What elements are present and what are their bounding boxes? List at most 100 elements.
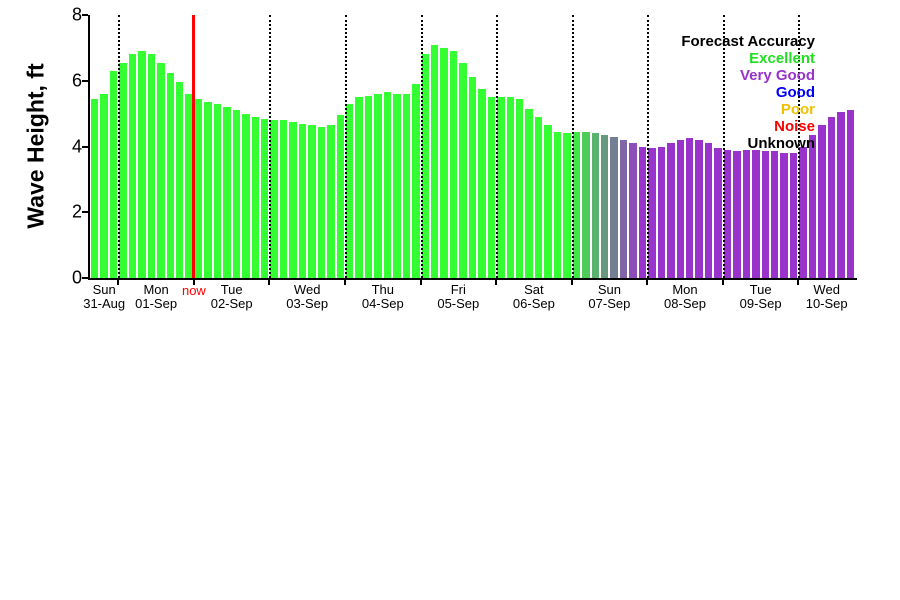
wave-height-bar [506,97,514,278]
wave-height-bar [572,131,581,278]
wave-height-bar [657,146,666,278]
x-axis-day-label: Wed 10-Sep [806,283,848,311]
wave-height-bar [412,84,420,278]
wave-height-bar [704,143,713,278]
y-axis-tick-label: 2 [71,201,82,222]
legend-title: Forecast Accuracy [681,33,815,50]
wave-height-bar [733,151,741,278]
weekday-label: Sun [92,282,116,297]
wave-height-bar [742,149,751,278]
weekday-label: Mon [143,282,169,297]
wave-height-bar [468,77,477,278]
wave-height-bar [610,136,618,278]
wave-height-bar [459,62,467,278]
wave-height-bar [695,139,703,278]
x-axis-line [88,278,857,280]
day-divider-line [496,15,499,278]
wave-height-bar [308,125,316,278]
weekday-label: Tue [220,282,243,297]
wave-height-bar [638,146,647,278]
wave-height-bar [223,107,231,278]
wave-height-bar [421,54,429,278]
wave-height-bar [780,153,788,278]
x-axis-tick [495,280,498,285]
wave-height-bar [251,116,259,278]
wave-height-bar [789,153,798,278]
date-label: 05-Sep [437,296,480,311]
wave-height-bar [138,51,146,278]
wave-height-bar [808,135,817,278]
wave-height-bar [648,148,656,278]
x-axis-day-label: Tue 02-Sep [211,283,253,311]
y-axis-line [88,15,90,280]
date-label: 10-Sep [805,296,848,311]
y-axis-tick-label: 8 [71,4,82,25]
wave-height-bar [676,139,684,278]
wave-height-bar [204,102,212,278]
date-label: 31-Aug [83,296,126,311]
day-divider-line [118,15,121,278]
wave-height-bar [752,149,760,278]
date-label: 02-Sep [210,296,253,311]
y-axis-tick [82,277,88,279]
day-divider-line [798,15,801,278]
plot-area [90,15,855,278]
x-axis-day-label: Mon 01-Sep [135,283,177,311]
wave-height-bar [374,93,382,278]
wave-height-bar [525,108,533,278]
wave-height-bar [109,70,118,278]
weekday-label: Fri [450,282,466,297]
date-label: 01-Sep [135,296,178,311]
legend-entry-excellent: Excellent [749,50,815,67]
wave-height-bar [176,82,184,278]
date-label: 06-Sep [512,296,555,311]
wave-height-bar [478,88,486,278]
wave-height-bar [601,135,609,278]
x-axis-day-label: Sun 07-Sep [588,283,630,311]
wave-height-bar [714,148,722,278]
x-axis-day-label: Fri 05-Sep [437,283,479,311]
x-axis-day-label: Sun 31-Aug [83,283,125,311]
x-axis-day-label: Sat 06-Sep [513,283,555,311]
weekday-label: Sat [524,282,544,297]
wave-height-bar [449,51,458,278]
x-axis-tick [192,280,195,285]
wave-height-bar [336,115,344,278]
day-divider-line [722,15,725,278]
wave-height-bar [591,133,599,278]
wave-height-bar [119,62,127,278]
wave-height-bar [723,149,732,278]
weekday-label: Thu [371,282,394,297]
x-axis-day-label: Mon 08-Sep [664,283,706,311]
wave-height-bar [686,138,694,278]
date-label: 04-Sep [361,296,404,311]
y-axis-tick [82,145,88,148]
x-axis-tick [419,280,422,285]
y-axis-tick [82,14,88,16]
wave-height-bar [818,125,826,278]
x-axis-day-label: Wed 03-Sep [286,283,328,311]
wave-height-bar [289,121,297,278]
day-divider-line [345,15,347,278]
wave-height-bar [534,116,543,278]
wave-height-bar [846,110,854,278]
wave-height-bar [393,93,401,278]
wave-height-bar [157,62,165,278]
wave-height-bar [799,146,807,278]
wave-height-bar [402,93,411,278]
weekday-label: Wed [813,282,840,297]
wave-height-bar [213,103,222,278]
x-axis-day-label: Tue 09-Sep [740,283,782,311]
wave-height-bar [355,97,363,278]
wave-height-bar [185,93,193,278]
forecast-accuracy-legend: Forecast Accuracy Excellent Very Good Good… [681,33,815,152]
legend-entry-unknown: Unknown [747,135,816,152]
legend-entry-poor: Poor [780,101,815,118]
date-label: 08-Sep [664,296,706,311]
wave-height-bar [629,143,637,278]
day-divider-line [647,15,650,278]
wave-height-bar [383,92,392,278]
wave-height-bar [431,44,439,278]
weekday-label: Tue [749,282,772,297]
x-axis-tick [344,280,346,285]
